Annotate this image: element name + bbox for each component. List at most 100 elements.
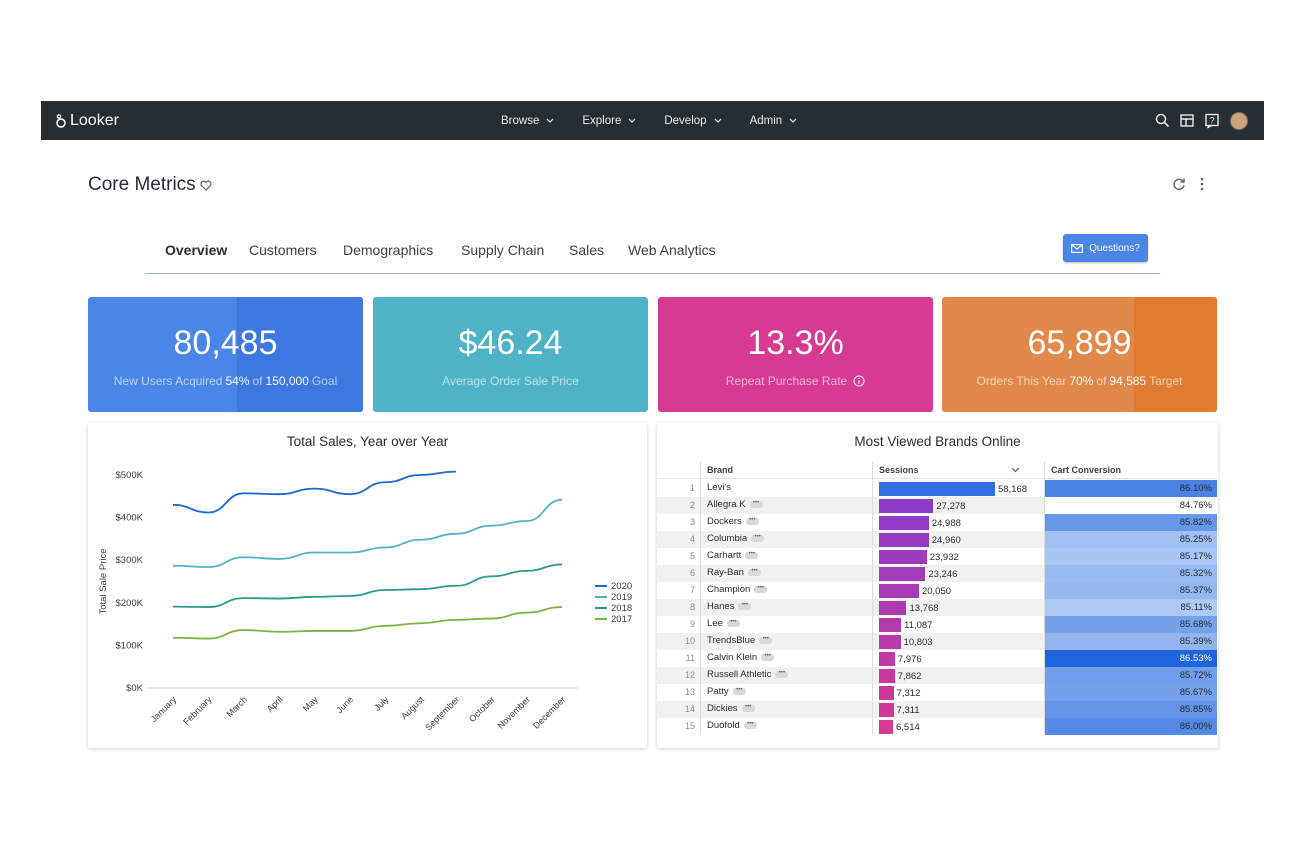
more-horiz-icon[interactable]: ••• xyxy=(747,568,761,576)
brand-cell[interactable]: Calvin Klein ••• xyxy=(707,652,775,663)
table-row[interactable]: 5 Carhartt ••• 23,932 85.17% xyxy=(657,548,1217,565)
looker-logo[interactable]: Looker xyxy=(55,101,119,140)
search-icon[interactable] xyxy=(1155,113,1170,128)
table-row[interactable]: 13 Patty ••• 7,312 85.67% xyxy=(657,684,1217,701)
more-horiz-icon[interactable]: ••• xyxy=(732,687,746,695)
tab-web-analytics[interactable]: Web Analytics xyxy=(628,242,716,258)
tab-supply-chain[interactable]: Supply Chain xyxy=(461,242,545,258)
table-row[interactable]: 2 Allegra K ••• 27,278 84.76% xyxy=(657,497,1217,514)
brand-cell[interactable]: Carhartt ••• xyxy=(707,550,759,561)
brand-cell[interactable]: Levi's xyxy=(707,482,731,493)
brand-cell[interactable]: Russell Athletic ••• xyxy=(707,669,789,680)
info-icon[interactable] xyxy=(853,375,865,387)
table-row[interactable]: 1 Levi's 58,168 86.10% xyxy=(657,480,1217,497)
more-horiz-icon[interactable]: ••• xyxy=(745,517,759,525)
brand-cell[interactable]: TrendsBlue ••• xyxy=(707,635,773,646)
more-horiz-icon[interactable]: ••• xyxy=(761,653,775,661)
more-horiz-icon[interactable]: ••• xyxy=(738,602,752,610)
sessions-bar xyxy=(879,567,926,581)
header-sessions[interactable]: Sessions xyxy=(879,465,919,475)
brand-cell[interactable]: Dockers ••• xyxy=(707,516,759,527)
sessions-value: 7,311 xyxy=(896,705,920,716)
brand-cell[interactable]: Patty ••• xyxy=(707,686,746,697)
more-horiz-icon[interactable]: ••• xyxy=(741,704,755,712)
most-viewed-brands-card[interactable]: Most Viewed Brands Online Brand Sessions… xyxy=(657,423,1218,748)
user-avatar[interactable] xyxy=(1230,111,1248,130)
table-row[interactable]: 8 Hanes ••• 13,768 85.11% xyxy=(657,599,1217,616)
kpi-label-text: Average Order Sale Price xyxy=(442,374,579,388)
cart-conversion-cell: 85.39% xyxy=(1045,633,1217,650)
tab-customers[interactable]: Customers xyxy=(249,242,317,258)
cart-conversion-cell: 85.37% xyxy=(1045,582,1217,599)
chevron-down-icon xyxy=(714,118,721,123)
row-index: 5 xyxy=(689,551,695,561)
refresh-icon[interactable] xyxy=(1172,177,1186,191)
more-horiz-icon[interactable]: ••• xyxy=(745,551,759,559)
x-tick-label: December xyxy=(531,694,567,730)
brand-cell[interactable]: Dickies ••• xyxy=(707,703,755,714)
more-horiz-icon[interactable]: ••• xyxy=(775,670,789,678)
sessions-bar xyxy=(879,703,894,717)
more-horiz-icon[interactable]: ••• xyxy=(743,721,757,729)
more-horiz-icon[interactable]: ••• xyxy=(754,585,768,593)
kpi-repeat-purchase-rate[interactable]: 13.3% Repeat Purchase Rate xyxy=(658,297,933,412)
nav-admin[interactable]: Admin xyxy=(750,115,798,127)
brand-name: Columbia xyxy=(707,533,748,544)
table-row[interactable]: 14 Dickies ••• 7,311 85.85% xyxy=(657,701,1217,718)
brand-cell[interactable]: Allegra K ••• xyxy=(707,499,763,510)
brand-cell[interactable]: Columbia ••• xyxy=(707,533,765,544)
table-row[interactable]: 11 Calvin Klein ••• 7,976 86.53% xyxy=(657,650,1217,667)
more-horiz-icon[interactable]: ••• xyxy=(759,636,773,644)
brand-cell[interactable]: Champion ••• xyxy=(707,584,768,595)
marketplace-icon[interactable] xyxy=(1179,113,1195,128)
brand-cell[interactable]: Duofold ••• xyxy=(707,720,757,731)
kpi-value: 65,899 xyxy=(1027,324,1132,362)
mail-icon xyxy=(1071,243,1084,253)
tab-sales[interactable]: Sales xyxy=(569,242,605,258)
legend-label: 2017 xyxy=(611,614,632,625)
header-brand[interactable]: Brand xyxy=(707,465,734,475)
heart-icon[interactable] xyxy=(200,180,212,191)
brand-cell[interactable]: Ray-Ban ••• xyxy=(707,567,761,578)
more-vert-icon[interactable] xyxy=(1200,177,1204,191)
chart-title: Total Sales, Year over Year xyxy=(286,434,449,449)
row-index: 9 xyxy=(689,619,695,629)
brand-name: Dickies xyxy=(707,703,738,714)
questions-button[interactable]: Questions? xyxy=(1063,234,1148,262)
brand-name: Ray-Ban xyxy=(707,567,744,578)
kpi-average-order-sale-price[interactable]: $46.24 Average Order Sale Price xyxy=(373,297,648,412)
cart-conversion-cell: 86.10% xyxy=(1045,480,1217,497)
nav-explore[interactable]: Explore xyxy=(582,115,636,127)
tab-overview[interactable]: Overview xyxy=(165,242,228,258)
table-row[interactable]: 7 Champion ••• 20,050 85.37% xyxy=(657,582,1217,599)
series-line-2018 xyxy=(172,563,563,608)
brand-cell[interactable]: Lee ••• xyxy=(707,618,740,629)
table-row[interactable]: 10 TrendsBlue ••• 10,803 85.39% xyxy=(657,633,1217,650)
sessions-bar xyxy=(879,618,902,632)
total-sales-chart-card[interactable]: Total Sales, Year over Year $500K $400K $3… xyxy=(88,423,647,748)
kpi-orders-this-year[interactable]: 65,899 Orders This Year 70% of 94,585 Ta… xyxy=(942,297,1217,412)
table-row[interactable]: 9 Lee ••• 11,087 85.68% xyxy=(657,616,1217,633)
table-row[interactable]: 4 Columbia ••• 24,960 85.25% xyxy=(657,531,1217,548)
cart-conversion-cell: 85.25% xyxy=(1045,531,1217,548)
nav-develop[interactable]: Develop xyxy=(664,115,721,127)
brand-name: Hanes xyxy=(707,601,735,612)
cart-conversion-cell: 85.32% xyxy=(1045,565,1217,582)
table-row[interactable]: 6 Ray-Ban ••• 23,246 85.32% xyxy=(657,565,1217,582)
kpi-new-users[interactable]: 80,485 New Users Acquired 54% of 150,000… xyxy=(88,297,363,412)
header-cart-conversion[interactable]: Cart Conversion xyxy=(1051,465,1122,475)
y-axis-label: Total Sale Price xyxy=(98,548,109,614)
total-sales-line-chart: $500K $400K $300K $200K $100K $0K Total Sale P… xyxy=(98,470,632,733)
table-row[interactable]: 3 Dockers ••• 24,988 85.82% xyxy=(657,514,1217,531)
tab-demographics[interactable]: Demographics xyxy=(343,242,434,258)
brand-cell[interactable]: Hanes ••• xyxy=(707,601,752,612)
more-horiz-icon[interactable]: ••• xyxy=(749,500,763,508)
more-horiz-icon[interactable]: ••• xyxy=(751,534,765,542)
sort-descending-icon[interactable] xyxy=(1011,467,1020,473)
more-horiz-icon[interactable]: ••• xyxy=(726,619,740,627)
chevron-down-icon xyxy=(546,118,554,123)
table-row[interactable]: 12 Russell Athletic ••• 7,862 85.72% xyxy=(657,667,1217,684)
help-icon[interactable]: ? xyxy=(1204,113,1220,129)
table-row[interactable]: 15 Duofold ••• 6,514 86.00% xyxy=(657,718,1217,735)
nav-browse[interactable]: Browse xyxy=(501,115,554,127)
